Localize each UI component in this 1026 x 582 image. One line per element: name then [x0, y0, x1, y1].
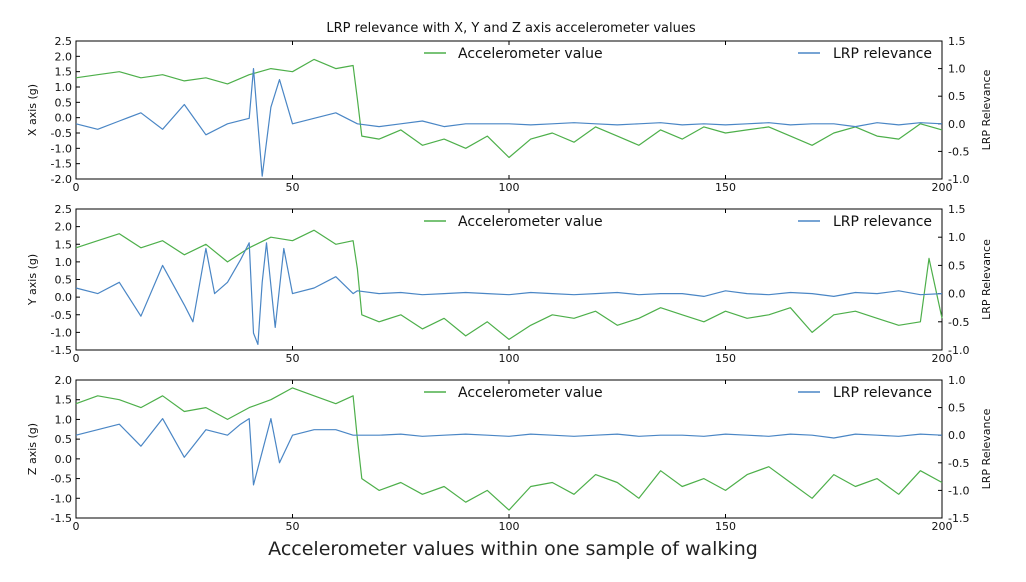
panel-2: 0 50 100 150 200 -1.5 -1.0 -0.5 0.0 0.5 1.0 1.5 2.0 2… [26, 203, 993, 365]
y2-tick-label: 0.5 [948, 259, 966, 272]
y2-tick-label: 0.0 [948, 429, 966, 442]
legend-label-accelerometer: Accelerometer value [458, 214, 603, 230]
y-tick-label: -0.5 [51, 473, 72, 486]
y2-axis-label: LRP Relevance [980, 239, 993, 320]
y-axis-label: Z axis (g) [26, 423, 39, 475]
y2-tick-label: 0.5 [948, 90, 966, 103]
y2-tick-label: -1.0 [948, 173, 969, 186]
y2-tick-label: 0.0 [948, 118, 966, 131]
x-tick-label: 200 [932, 520, 953, 533]
y2-tick-label: -1.5 [948, 512, 969, 525]
y-tick-label: -0.5 [51, 309, 72, 322]
chart-title: LRP relevance with X, Y and Z axis accel… [326, 21, 695, 36]
x-tick-label: 50 [286, 520, 300, 533]
y2-axis-label: LRP Relevance [980, 408, 993, 489]
y-tick-label: 0.5 [55, 274, 73, 287]
y-tick-label: 1.0 [55, 413, 73, 426]
x-tick-label: 150 [715, 352, 736, 365]
series-line-lrp [75, 242, 943, 345]
series-line-accelerometer [75, 58, 943, 159]
y-tick-label: 2.5 [55, 35, 73, 48]
y2-tick-label: 1.5 [948, 35, 966, 48]
y-tick-label: -1.0 [51, 492, 72, 505]
legend-label-accelerometer: Accelerometer value [458, 385, 603, 401]
x-tick-label: 0 [73, 181, 80, 194]
y2-tick-label: 0.0 [948, 288, 966, 301]
y-tick-label: 0.0 [55, 112, 73, 125]
y2-tick-label: 1.0 [948, 374, 966, 387]
y-tick-label: -0.5 [51, 127, 72, 140]
y-tick-label: 2.0 [55, 50, 73, 63]
figure: LRP relevance with X, Y and Z axis accel… [26, 21, 993, 533]
y2-tick-label: 1.0 [948, 231, 966, 244]
x-tick-label: 0 [73, 352, 80, 365]
y-tick-label: 1.5 [55, 238, 73, 251]
y-tick-label: 2.0 [55, 221, 73, 234]
y-tick-label: 1.0 [55, 256, 73, 269]
y2-tick-label: -0.5 [948, 145, 969, 158]
x-tick-label: 150 [715, 520, 736, 533]
legend-label-lrp: LRP relevance [833, 214, 932, 230]
y-axis-label: X axis (g) [26, 84, 39, 136]
y-tick-label: 2.5 [55, 203, 73, 216]
x-tick-label: 200 [932, 181, 953, 194]
y-tick-label: 0.0 [55, 291, 73, 304]
y-tick-label: 1.5 [55, 66, 73, 79]
y2-tick-label: -1.0 [948, 484, 969, 497]
y-axis-label: Y axis (g) [26, 254, 39, 306]
y2-tick-label: 0.5 [948, 402, 966, 415]
legend-label-lrp: LRP relevance [833, 385, 932, 401]
y2-tick-label: 1.5 [948, 203, 966, 216]
figure-caption: Accelerometer values within one sample o… [268, 538, 758, 560]
y-tick-label: 0.0 [55, 453, 73, 466]
y-tick-label: 0.5 [55, 433, 73, 446]
x-tick-label: 50 [286, 352, 300, 365]
y-tick-label: -1.5 [51, 512, 72, 525]
x-tick-label: 100 [499, 352, 520, 365]
series-line-lrp [75, 418, 943, 486]
y2-tick-label: 1.0 [948, 63, 966, 76]
legend-label-lrp: LRP relevance [833, 46, 932, 62]
plot-frame [75, 208, 943, 351]
x-tick-label: 100 [499, 181, 520, 194]
y-tick-label: 1.5 [55, 394, 73, 407]
y2-tick-label: -0.5 [948, 316, 969, 329]
x-tick-label: 50 [286, 181, 300, 194]
series-line-lrp [75, 67, 943, 177]
x-tick-label: 200 [932, 352, 953, 365]
y-tick-label: 2.0 [55, 374, 73, 387]
y-tick-label: 0.5 [55, 96, 73, 109]
y2-axis-label: LRP Relevance [980, 69, 993, 150]
series-line-accelerometer [75, 387, 943, 511]
y2-tick-label: -0.5 [948, 457, 969, 470]
x-tick-label: 100 [499, 520, 520, 533]
panel-3: 0 50 100 150 200-1.5-1.0-0.50.00.51.01.52.0-… [26, 374, 993, 533]
y-tick-label: -1.0 [51, 142, 72, 155]
y2-tick-label: -1.0 [948, 344, 969, 357]
x-tick-label: 0 [73, 520, 80, 533]
x-tick-label: 150 [715, 181, 736, 194]
panel-1: 0 50 100 150 200 -2.0 -1.5 -1.0 -0.5 0.0 0.5 1.0 1.5… [26, 35, 993, 194]
y-tick-label: -2.0 [51, 173, 72, 186]
y-tick-label: -1.0 [51, 326, 72, 339]
y-tick-label: -1.5 [51, 158, 72, 171]
legend-label-accelerometer: Accelerometer value [458, 46, 603, 62]
y-tick-label: 1.0 [55, 81, 73, 94]
y-tick-label: -1.5 [51, 344, 72, 357]
series-line-accelerometer [75, 229, 943, 340]
